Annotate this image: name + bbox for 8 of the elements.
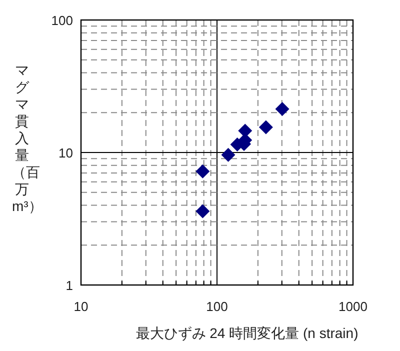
text: マグマ貫入量（百万m³） — [12, 62, 42, 214]
x-tick-label: 1000 — [338, 299, 368, 314]
y-tick-label: 1 — [66, 278, 73, 293]
y-tick-label: 100 — [51, 13, 73, 28]
x-axis-title: 最大ひずみ 24 時間変化量 (n strain) — [136, 325, 358, 341]
x-tick-label: 10 — [74, 299, 88, 314]
x-tick-label: 100 — [206, 299, 228, 314]
y-tick-label: 10 — [58, 146, 73, 160]
